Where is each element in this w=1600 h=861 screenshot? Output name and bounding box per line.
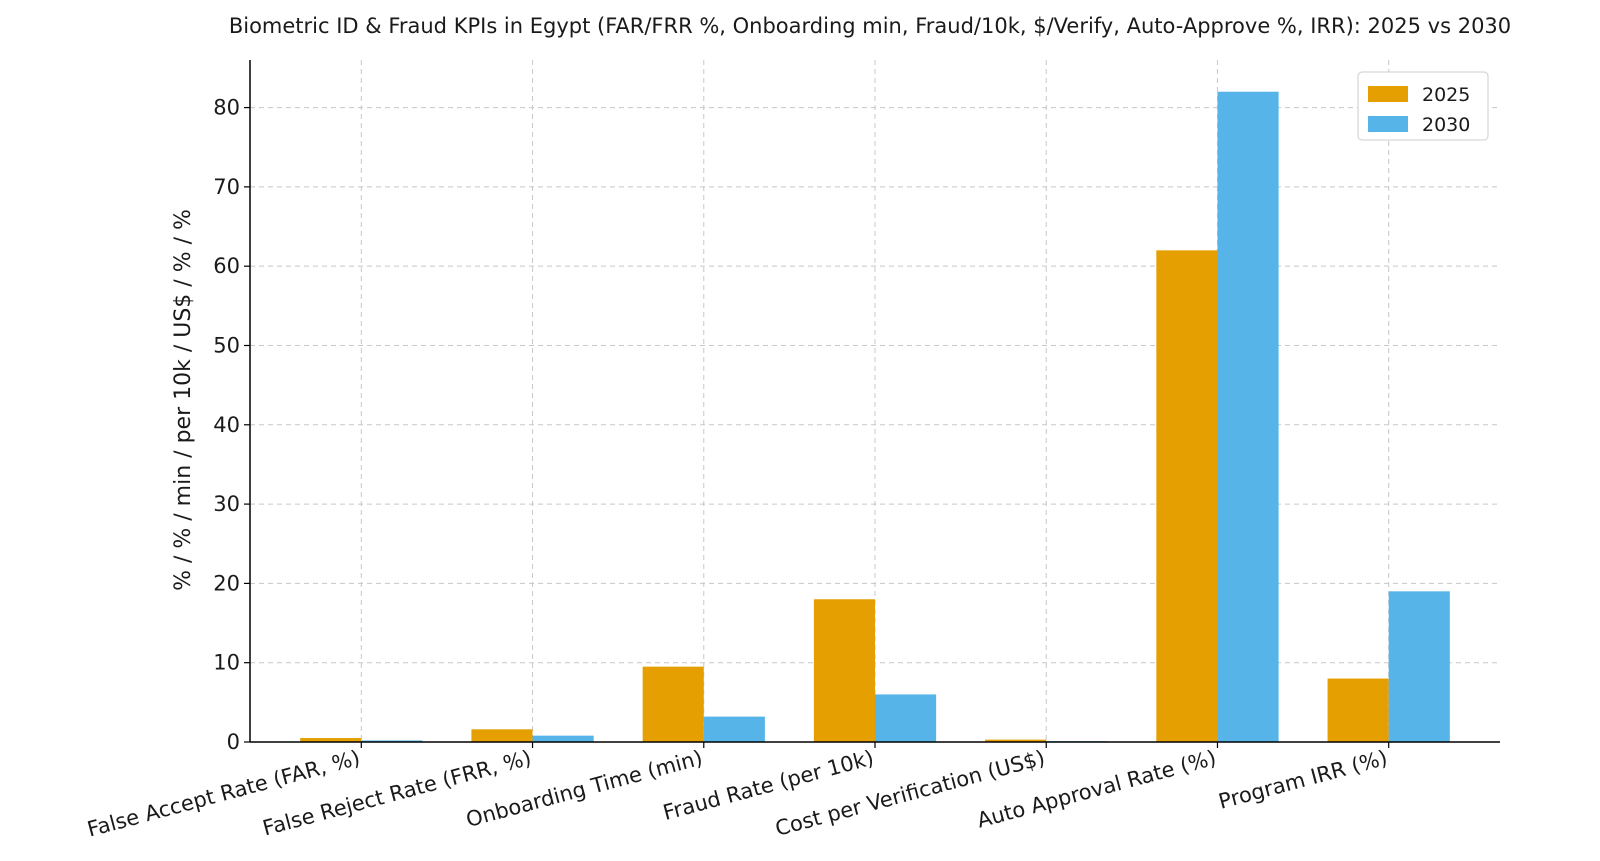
bar-2025-5: [1156, 250, 1218, 743]
bar-2030-1: [532, 735, 594, 742]
y-axis-label: % / % / min / per 10k / US$ / % / %: [171, 209, 196, 591]
x-category-label: Program IRR (%): [1216, 746, 1390, 814]
bar-2025-2: [642, 666, 704, 742]
y-tick-label: 80: [213, 96, 240, 120]
y-tick-label: 30: [213, 492, 240, 516]
bars-layer: [300, 91, 1450, 743]
legend-label: 2025: [1422, 84, 1470, 106]
legend-label: 2030: [1422, 114, 1470, 136]
y-tick-label: 0: [227, 730, 240, 754]
bar-2030-2: [703, 716, 765, 742]
y-tick-labels: 0 10 20 30 40 50 60 70 80: [213, 96, 240, 754]
legend-swatch-2025: [1368, 86, 1408, 102]
bar-2025-4: [985, 739, 1047, 742]
bar-2030-0: [361, 740, 423, 742]
y-tick-label: 40: [213, 413, 240, 437]
bar-2025-1: [471, 729, 533, 742]
axes-layer: [244, 60, 1500, 748]
bar-2030-5: [1217, 91, 1279, 742]
x-category-label: False Accept Rate (FAR, %): [85, 746, 363, 842]
bar-2025-6: [1327, 678, 1389, 742]
y-tick-label: 20: [213, 571, 240, 595]
bar-2030-6: [1388, 591, 1450, 742]
bar-2025-0: [300, 738, 362, 742]
y-tick-label: 70: [213, 175, 240, 199]
y-tick-label: 60: [213, 254, 240, 278]
legend: 2025 2030: [1357, 71, 1489, 141]
bar-2025-3: [813, 599, 875, 742]
y-tick-label: 10: [213, 651, 240, 675]
chart-title: Biometric ID & Fraud KPIs in Egypt (FAR/…: [229, 14, 1511, 38]
legend-swatch-2030: [1368, 116, 1408, 132]
bar-2030-3: [875, 694, 937, 742]
x-category-labels: False Accept Rate (FAR, %)False Reject R…: [85, 746, 1390, 842]
y-tick-label: 50: [213, 333, 240, 357]
